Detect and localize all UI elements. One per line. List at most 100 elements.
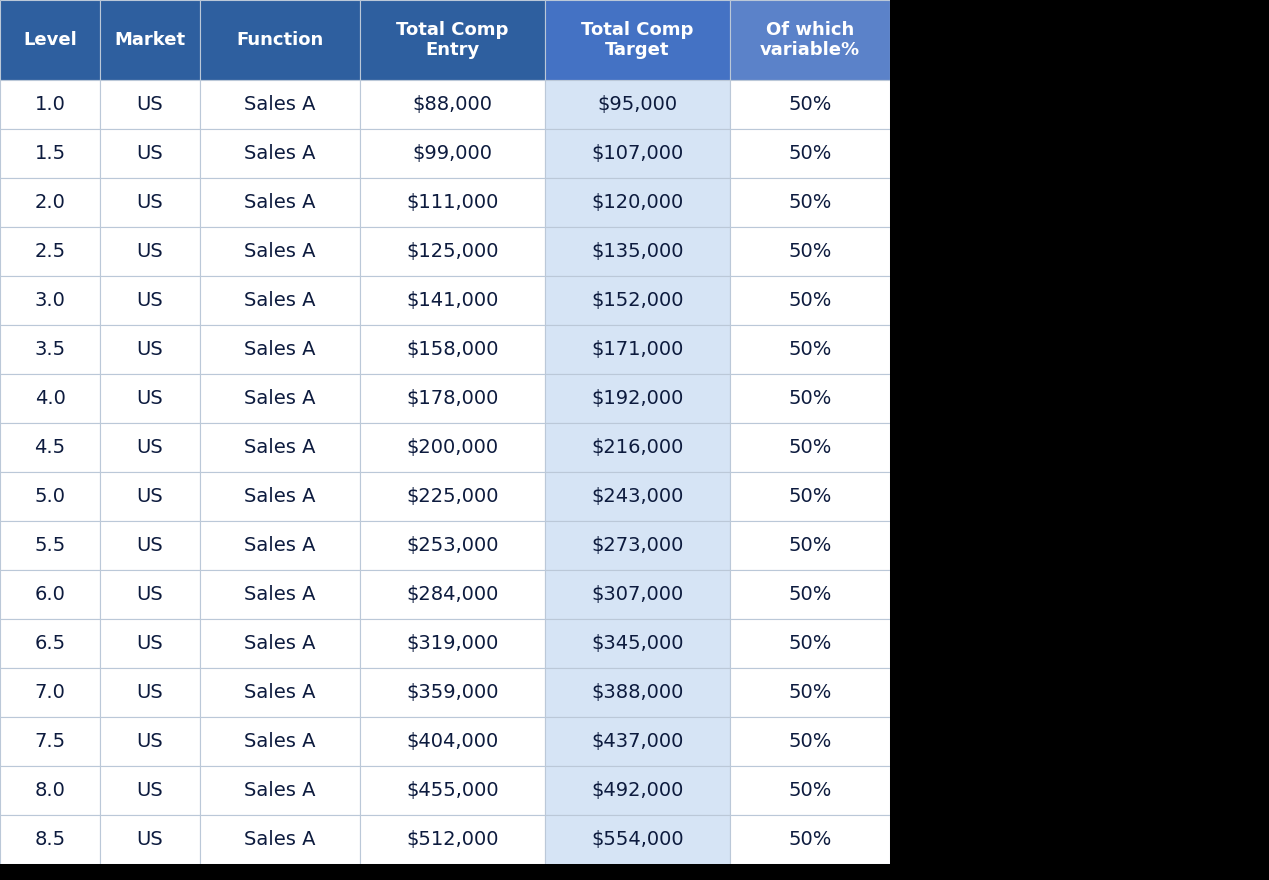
Text: Sales A: Sales A [244, 536, 316, 555]
Text: 1.5: 1.5 [34, 144, 66, 163]
Bar [360, 521, 544, 570]
Bar [544, 521, 730, 570]
Text: US: US [137, 340, 164, 359]
Text: Sales A: Sales A [244, 389, 316, 408]
Bar [544, 374, 730, 423]
Text: 5.0: 5.0 [34, 487, 66, 506]
Text: US: US [137, 242, 164, 261]
Text: US: US [137, 536, 164, 555]
Text: Sales A: Sales A [244, 585, 316, 604]
Bar [0, 766, 100, 815]
Bar [360, 766, 544, 815]
Bar [201, 0, 360, 80]
Bar [360, 325, 544, 374]
Text: 50%: 50% [788, 438, 831, 457]
Text: $455,000: $455,000 [406, 781, 499, 800]
Bar [100, 276, 201, 325]
Bar [0, 668, 100, 717]
Text: $284,000: $284,000 [406, 585, 499, 604]
Text: US: US [137, 144, 164, 163]
Bar [0, 129, 100, 178]
Bar [730, 129, 890, 178]
Bar [201, 472, 360, 521]
Text: 50%: 50% [788, 683, 831, 702]
Text: $554,000: $554,000 [591, 830, 684, 849]
Bar [360, 178, 544, 227]
Bar [0, 178, 100, 227]
Bar [544, 472, 730, 521]
Text: 50%: 50% [788, 732, 831, 751]
Bar [730, 668, 890, 717]
Bar [201, 815, 360, 864]
Bar [100, 325, 201, 374]
Bar [0, 717, 100, 766]
Bar [730, 325, 890, 374]
Bar [0, 0, 100, 80]
Text: Of which
variable%: Of which variable% [760, 20, 860, 59]
Text: $437,000: $437,000 [591, 732, 684, 751]
Text: $225,000: $225,000 [406, 487, 499, 506]
Text: 2.0: 2.0 [34, 193, 66, 212]
Text: $192,000: $192,000 [591, 389, 684, 408]
Bar [201, 178, 360, 227]
Bar [201, 766, 360, 815]
Text: $404,000: $404,000 [406, 732, 499, 751]
Text: $135,000: $135,000 [591, 242, 684, 261]
Bar [360, 129, 544, 178]
Text: 5.5: 5.5 [34, 536, 66, 555]
Text: Sales A: Sales A [244, 634, 316, 653]
Bar [100, 374, 201, 423]
Bar [360, 668, 544, 717]
Bar [544, 276, 730, 325]
Text: $178,000: $178,000 [406, 389, 499, 408]
Bar [0, 276, 100, 325]
Bar [0, 815, 100, 864]
Text: $107,000: $107,000 [591, 144, 684, 163]
Text: $319,000: $319,000 [406, 634, 499, 653]
Text: $243,000: $243,000 [591, 487, 684, 506]
Bar [0, 227, 100, 276]
Bar [100, 668, 201, 717]
Bar [890, 0, 1269, 880]
Text: 50%: 50% [788, 830, 831, 849]
Bar [0, 374, 100, 423]
Bar [730, 0, 890, 80]
Bar [360, 374, 544, 423]
Bar [0, 864, 890, 880]
Bar [360, 717, 544, 766]
Bar [730, 619, 890, 668]
Text: 50%: 50% [788, 242, 831, 261]
Bar [201, 521, 360, 570]
Text: $200,000: $200,000 [406, 438, 499, 457]
Text: Sales A: Sales A [244, 683, 316, 702]
Text: 50%: 50% [788, 144, 831, 163]
Bar [100, 521, 201, 570]
Bar [730, 521, 890, 570]
Text: 2.5: 2.5 [34, 242, 66, 261]
Text: $253,000: $253,000 [406, 536, 499, 555]
Bar [360, 276, 544, 325]
Text: $216,000: $216,000 [591, 438, 684, 457]
Text: 8.5: 8.5 [34, 830, 66, 849]
Text: $125,000: $125,000 [406, 242, 499, 261]
Text: $88,000: $88,000 [412, 95, 492, 114]
Text: 3.0: 3.0 [34, 291, 66, 310]
Bar [730, 815, 890, 864]
Bar [360, 0, 544, 80]
Bar [730, 570, 890, 619]
Text: 4.0: 4.0 [34, 389, 66, 408]
Text: $158,000: $158,000 [406, 340, 499, 359]
Text: 7.5: 7.5 [34, 732, 66, 751]
Bar [100, 0, 201, 80]
Text: US: US [137, 291, 164, 310]
Text: $345,000: $345,000 [591, 634, 684, 653]
Text: Sales A: Sales A [244, 438, 316, 457]
Text: $120,000: $120,000 [591, 193, 684, 212]
Text: 50%: 50% [788, 95, 831, 114]
Bar [100, 423, 201, 472]
Text: 50%: 50% [788, 634, 831, 653]
Bar [360, 815, 544, 864]
Text: US: US [137, 634, 164, 653]
Text: $388,000: $388,000 [591, 683, 684, 702]
Bar [100, 619, 201, 668]
